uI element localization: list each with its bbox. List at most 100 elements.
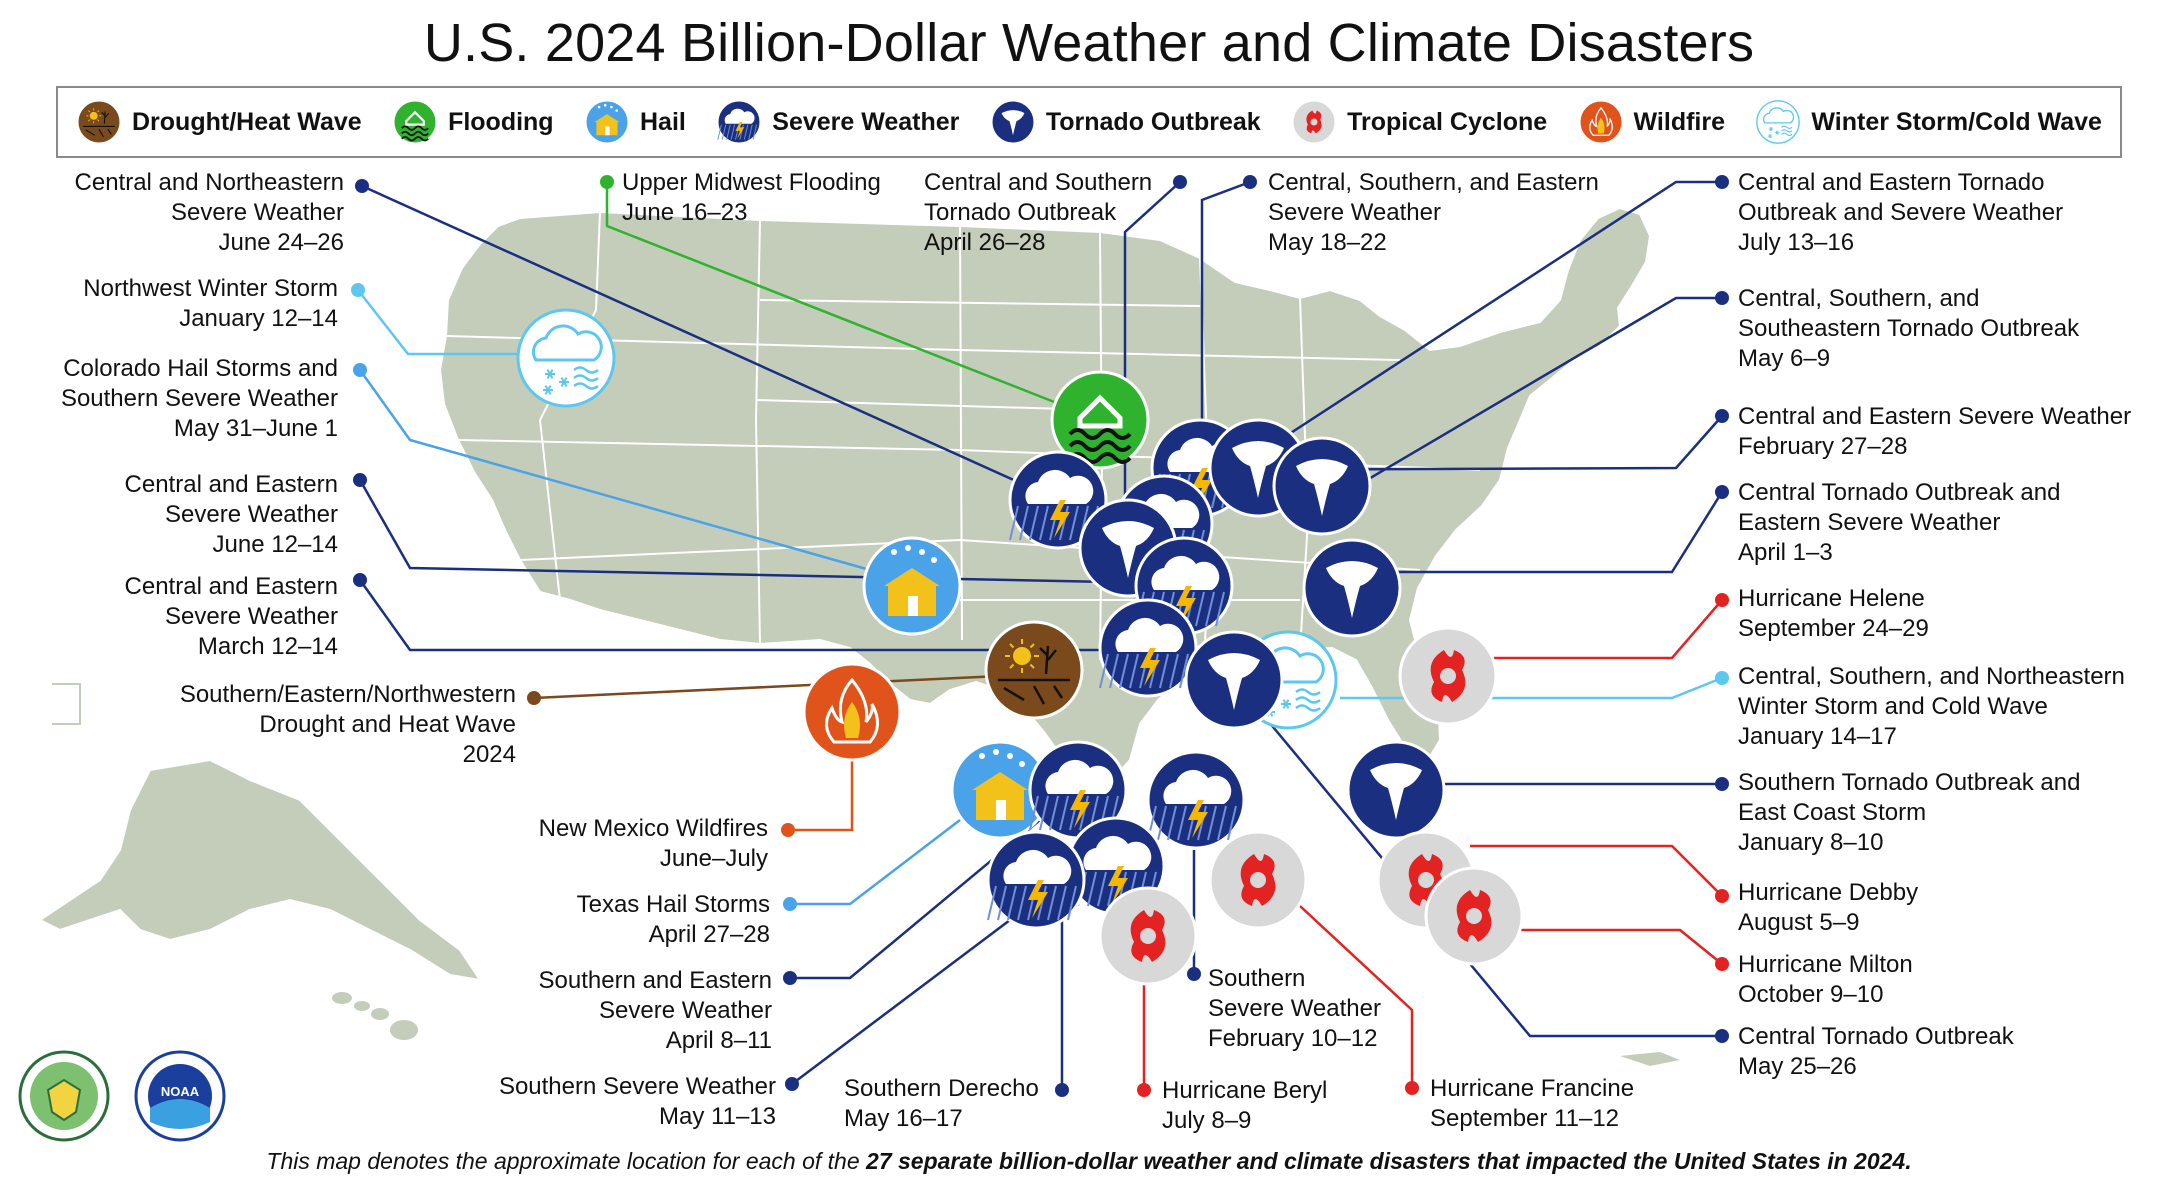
event-label: New Mexico Wildfires June–July bbox=[538, 815, 768, 872]
leader-dot bbox=[355, 179, 369, 193]
leader-line bbox=[361, 184, 1059, 502]
leader-dot bbox=[1187, 967, 1201, 981]
event-label: Central and Eastern Severe Weather June … bbox=[124, 471, 338, 558]
leader-dot bbox=[351, 283, 365, 297]
leader-line bbox=[1350, 491, 1724, 574]
leader-dot bbox=[527, 691, 541, 705]
leader-dot bbox=[1715, 777, 1729, 791]
event-label: Central Tornado Outbreak and Eastern Sev… bbox=[1738, 479, 2061, 566]
wildfire-icon bbox=[1578, 100, 1623, 144]
leader-line bbox=[1299, 905, 1414, 1088]
leader-dot bbox=[1715, 1029, 1729, 1043]
event-label: Hurricane Helene September 24–29 bbox=[1738, 585, 1929, 642]
event-label: Hurricane Beryl July 8–9 bbox=[1162, 1077, 1328, 1134]
hawaii-islands bbox=[332, 992, 418, 1040]
leader-lines bbox=[351, 175, 1729, 1097]
leader-dot bbox=[1715, 957, 1729, 971]
legend-item-wildfire: Wildfire bbox=[1578, 99, 1725, 145]
tropical-icon bbox=[1098, 886, 1198, 986]
event-label: Southern Severe Weather May 11–13 bbox=[498, 1073, 776, 1130]
event-label: Texas Hail Storms April 27–28 bbox=[576, 891, 770, 948]
legend-item-tornado: Tornado Outbreak bbox=[990, 99, 1261, 145]
severe-icon bbox=[717, 100, 762, 144]
leader-dot bbox=[1137, 1083, 1151, 1097]
legend: Drought/Heat Wave Flooding Hail Severe Weat… bbox=[56, 86, 2122, 158]
leader-dot bbox=[1715, 175, 1729, 189]
event-label: Central and Eastern Tornado Outbreak and… bbox=[1738, 169, 2064, 256]
map-title: U.S. 2024 Billion-Dollar Weather and Cli… bbox=[423, 13, 1755, 73]
legend-item-tropical: Tropical Cyclone bbox=[1291, 99, 1547, 145]
footer-bold: 27 separate billion-dollar weather and c… bbox=[866, 1148, 1912, 1174]
leader-dot bbox=[1715, 889, 1729, 903]
leader-dot bbox=[785, 1077, 799, 1091]
leader-dot bbox=[1715, 291, 1729, 305]
tropical-icon bbox=[1208, 830, 1308, 930]
tornado-icon bbox=[1184, 630, 1284, 730]
leader-line bbox=[358, 369, 871, 572]
hail-icon bbox=[950, 740, 1050, 840]
tropical-icon bbox=[1398, 626, 1498, 726]
event-markers bbox=[516, 308, 1524, 986]
legend-label: Wildfire bbox=[1633, 107, 1725, 136]
event-label: Southern/Eastern/Northwestern Drought an… bbox=[179, 681, 516, 768]
leader-line bbox=[1516, 928, 1723, 965]
severe-icon bbox=[1098, 598, 1198, 698]
event-label: Southern and Eastern Severe Weather Apri… bbox=[538, 967, 773, 1054]
hail-icon bbox=[585, 100, 629, 144]
leader-dot bbox=[783, 971, 797, 985]
severe-icon bbox=[1028, 740, 1128, 840]
tornado-icon bbox=[1302, 538, 1402, 638]
severe-icon bbox=[1146, 750, 1246, 850]
leader-dot bbox=[781, 823, 795, 837]
event-label: Central, Southern, and Northeastern Wint… bbox=[1738, 663, 2125, 750]
tornado-icon bbox=[990, 100, 1035, 144]
event-label: Central, Southern, and Southeastern Torn… bbox=[1738, 285, 2080, 372]
leader-line bbox=[605, 182, 1101, 422]
legend-label: Tornado Outbreak bbox=[1045, 107, 1261, 136]
leader-line bbox=[1490, 599, 1723, 660]
event-label: Central and Northeastern Severe Weather … bbox=[74, 169, 344, 256]
leader-dot bbox=[1715, 593, 1729, 607]
noaa-logo: NOAA bbox=[134, 1050, 226, 1142]
leader-line bbox=[1233, 679, 1722, 1038]
leader-line bbox=[1200, 180, 1251, 420]
footer-text: This map denotes the approximate locatio… bbox=[266, 1148, 867, 1174]
puerto-rico bbox=[1620, 1052, 1680, 1066]
leader-dot bbox=[1715, 409, 1729, 423]
legend-item-drought: Drought/Heat Wave bbox=[76, 99, 362, 145]
legend-item-severe: Severe Weather bbox=[716, 99, 959, 145]
leader-line bbox=[788, 760, 854, 832]
severe-icon bbox=[1008, 450, 1108, 550]
tornado-icon bbox=[1346, 740, 1446, 840]
event-label: Hurricane Francine September 11–12 bbox=[1430, 1075, 1635, 1132]
legend-label: Tropical Cyclone bbox=[1347, 107, 1548, 136]
hail-icon bbox=[862, 536, 962, 636]
flood-icon bbox=[393, 100, 437, 144]
event-label: Upper Midwest Flooding June 16–23 bbox=[622, 169, 881, 226]
flood-icon bbox=[1050, 370, 1150, 470]
leader-dot bbox=[1055, 1083, 1069, 1097]
leader-dot bbox=[353, 473, 367, 487]
wildfire-icon bbox=[802, 662, 902, 762]
leader-line bbox=[358, 579, 1110, 652]
footer-note: This map denotes the approximate locatio… bbox=[0, 1148, 2178, 1175]
noaa-logo-text: NOAA bbox=[161, 1084, 200, 1099]
leader-dot bbox=[353, 573, 367, 587]
legend-item-flood: Flooding bbox=[392, 99, 554, 145]
event-label: Central Tornado Outbreak May 25–26 bbox=[1738, 1023, 2014, 1080]
tropical-icon bbox=[1424, 866, 1524, 966]
leader-dot bbox=[1715, 671, 1729, 685]
leader-line bbox=[533, 674, 1001, 700]
event-label: Hurricane Milton October 9–10 bbox=[1738, 951, 1913, 1008]
event-label: Central and Eastern Severe Weather March… bbox=[124, 573, 338, 660]
legend-item-winter: Winter Storm/Cold Wave bbox=[1755, 99, 2102, 145]
leader-line bbox=[1470, 844, 1723, 897]
event-label: Northwest Winter Storm January 12–14 bbox=[83, 275, 338, 332]
severe-icon bbox=[986, 830, 1086, 930]
event-label: Southern Severe Weather February 10–12 bbox=[1208, 965, 1381, 1052]
event-label: Colorado Hail Storms and Southern Severe… bbox=[60, 355, 338, 442]
event-label: Central, Southern, and Eastern Severe We… bbox=[1268, 169, 1599, 256]
leader-dot bbox=[353, 363, 367, 377]
leader-line bbox=[791, 919, 1011, 1085]
tropical-icon bbox=[1292, 100, 1336, 144]
